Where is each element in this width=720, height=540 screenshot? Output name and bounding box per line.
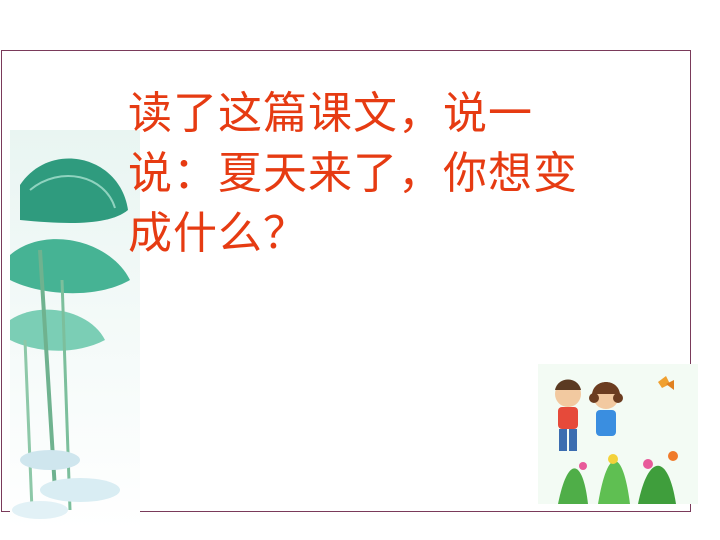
question-line-2: 说：夏天来了，你想变 bbox=[128, 148, 578, 199]
question-text: 读了这篇课文，说一 说：夏天来了，你想变 成什么？ bbox=[128, 84, 688, 264]
question-line-1: 读了这篇课文，说一 bbox=[128, 88, 533, 139]
children-garden-illustration bbox=[538, 364, 698, 504]
lotus-illustration bbox=[10, 130, 140, 530]
question-line-3: 成什么？ bbox=[128, 208, 308, 259]
